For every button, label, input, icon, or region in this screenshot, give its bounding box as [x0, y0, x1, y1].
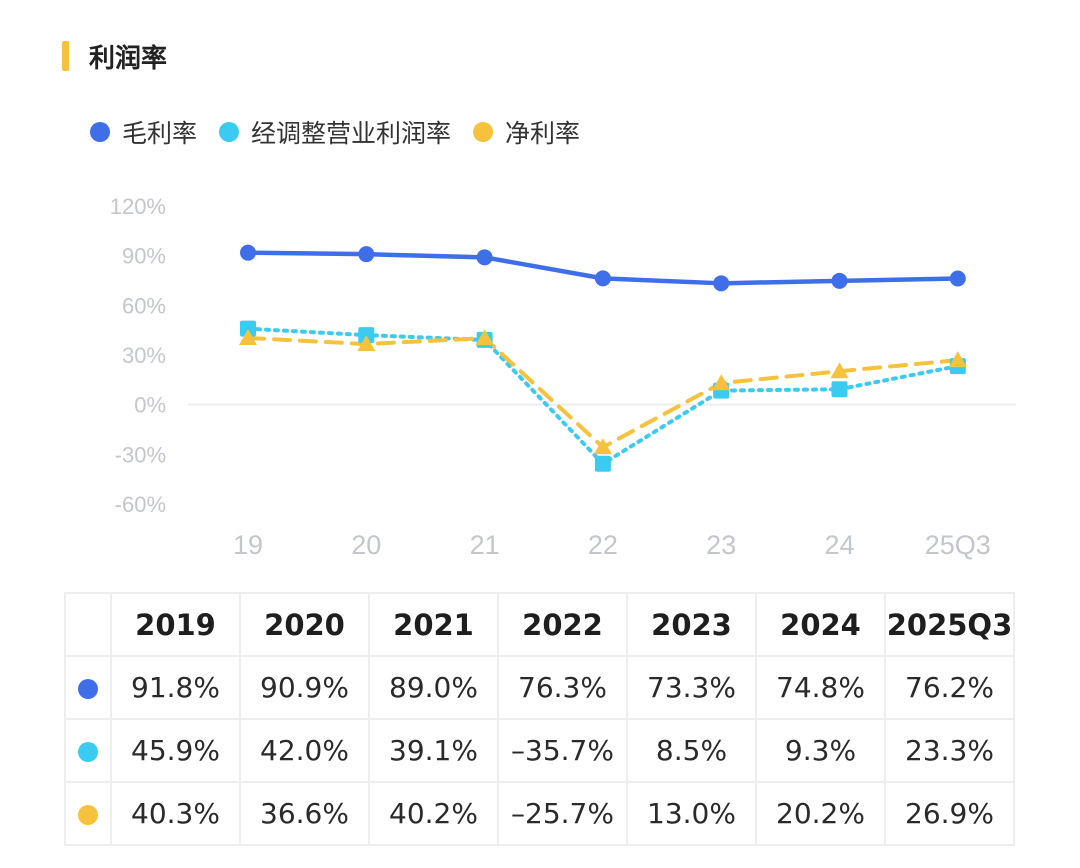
data-point-net	[239, 328, 257, 345]
x-tick-label: 21	[470, 530, 500, 560]
table-cell: –25.7%	[497, 781, 628, 846]
y-tick-label: 0%	[134, 393, 166, 418]
title-accent-bar	[62, 41, 69, 71]
table-corner-cell	[64, 592, 112, 657]
data-point-gross	[831, 272, 848, 289]
row-dot-operating	[78, 742, 98, 762]
table-cell: 36.6%	[239, 781, 370, 846]
y-tick-label: 60%	[122, 293, 166, 318]
legend-dot-net	[473, 122, 494, 142]
table-header-cell: 2024	[755, 592, 886, 657]
y-tick-label: 90%	[122, 244, 166, 269]
table-cell: 73.3%	[626, 655, 757, 720]
x-tick-label: 19	[233, 530, 263, 560]
row-marker-cell	[64, 655, 112, 720]
table-cell: 42.0%	[239, 718, 370, 783]
table-header-cell: 2022	[497, 592, 628, 657]
legend-item-net[interactable]: 净利率	[473, 114, 580, 150]
table-cell: 9.3%	[755, 718, 886, 783]
series-line-2	[246, 335, 960, 450]
table-cell: 39.1%	[368, 718, 499, 783]
data-point-net	[593, 438, 612, 455]
data-point-net	[357, 335, 376, 352]
table-cell: 20.2%	[755, 781, 886, 846]
table-cell: 40.3%	[110, 781, 241, 846]
x-tick-label: 22	[588, 530, 618, 560]
data-point-operating	[240, 320, 256, 337]
table-cell: 13.0%	[626, 781, 757, 846]
x-tick-label: 23	[706, 530, 736, 560]
x-tick-label: 24	[824, 530, 854, 560]
data-point-operating	[594, 455, 611, 472]
row-marker-cell	[64, 781, 112, 846]
legend-dot-gross	[90, 122, 110, 142]
table-cell: 91.8%	[110, 655, 241, 720]
table-cell: 23.3%	[884, 718, 1015, 783]
table-cell: –35.7%	[497, 718, 628, 783]
legend-item-gross[interactable]: 毛利率	[90, 114, 197, 150]
data-point-net	[475, 329, 494, 346]
legend-dot-operating	[219, 122, 240, 142]
table-cell: 8.5%	[626, 718, 757, 783]
data-point-net	[712, 374, 731, 391]
line-chart: 120% 90% 60% 30% 0% -30% -60% 19 20 21 22 23 24 25Q3	[110, 194, 1016, 560]
table-header-row: 2019 2020 2021 2022 2023 2024 2025Q3	[64, 592, 1015, 657]
table-header-cell: 2019	[110, 592, 241, 657]
data-point-net	[948, 351, 967, 368]
chart-legend: 毛利率 经调整营业利润率 净利率	[90, 114, 602, 150]
data-point-gross	[240, 244, 256, 261]
table-header-cell: 2021	[368, 592, 499, 657]
section-title-text: 利润率	[89, 43, 168, 74]
data-point-gross	[949, 270, 966, 287]
data-point-gross	[594, 270, 611, 287]
legend-label-operating: 经调整营业利润率	[251, 119, 452, 148]
y-tick-label: -30%	[115, 442, 166, 467]
data-point-gross	[713, 275, 730, 292]
table-cell: 26.9%	[884, 781, 1015, 846]
table-cell: 45.9%	[110, 718, 241, 783]
row-dot-net	[78, 805, 98, 825]
y-tick-label: -60%	[115, 492, 166, 517]
x-tick-label: 25Q3	[925, 530, 991, 560]
x-tick-label: 20	[351, 530, 381, 560]
table-row-operating: 45.9% 42.0% 39.1% –35.7% 8.5% 9.3% 23.3%	[64, 718, 1015, 783]
data-point-net	[830, 362, 849, 379]
legend-label-gross: 毛利率	[122, 119, 198, 148]
table-cell: 40.2%	[368, 781, 499, 846]
table-cell: 76.3%	[497, 655, 628, 720]
data-point-gross	[476, 249, 493, 266]
table-header-cell: 2023	[626, 592, 757, 657]
table-cell: 90.9%	[239, 655, 370, 720]
table-header-cell: 2020	[239, 592, 370, 657]
row-dot-gross	[78, 679, 98, 699]
legend-item-operating[interactable]: 经调整营业利润率	[219, 114, 451, 150]
data-point-gross	[358, 246, 375, 263]
table-cell: 76.2%	[884, 655, 1015, 720]
table-cell: 89.0%	[368, 655, 499, 720]
data-table: 2019 2020 2021 2022 2023 2024 2025Q3 91.…	[64, 592, 1015, 846]
table-cell: 74.8%	[755, 655, 886, 720]
legend-label-net: 净利率	[505, 119, 581, 148]
y-tick-label: 120%	[110, 194, 166, 219]
section-title: 利润率	[62, 38, 167, 74]
data-point-operating	[831, 381, 848, 398]
y-tick-label: 30%	[122, 343, 166, 368]
table-header-cell: 2025Q3	[884, 592, 1015, 657]
row-marker-cell	[64, 718, 112, 783]
table-row-gross: 91.8% 90.9% 89.0% 76.3% 73.3% 74.8% 76.2…	[64, 655, 1015, 720]
table-row-net: 40.3% 36.6% 40.2% –25.7% 13.0% 20.2% 26.…	[64, 781, 1015, 846]
